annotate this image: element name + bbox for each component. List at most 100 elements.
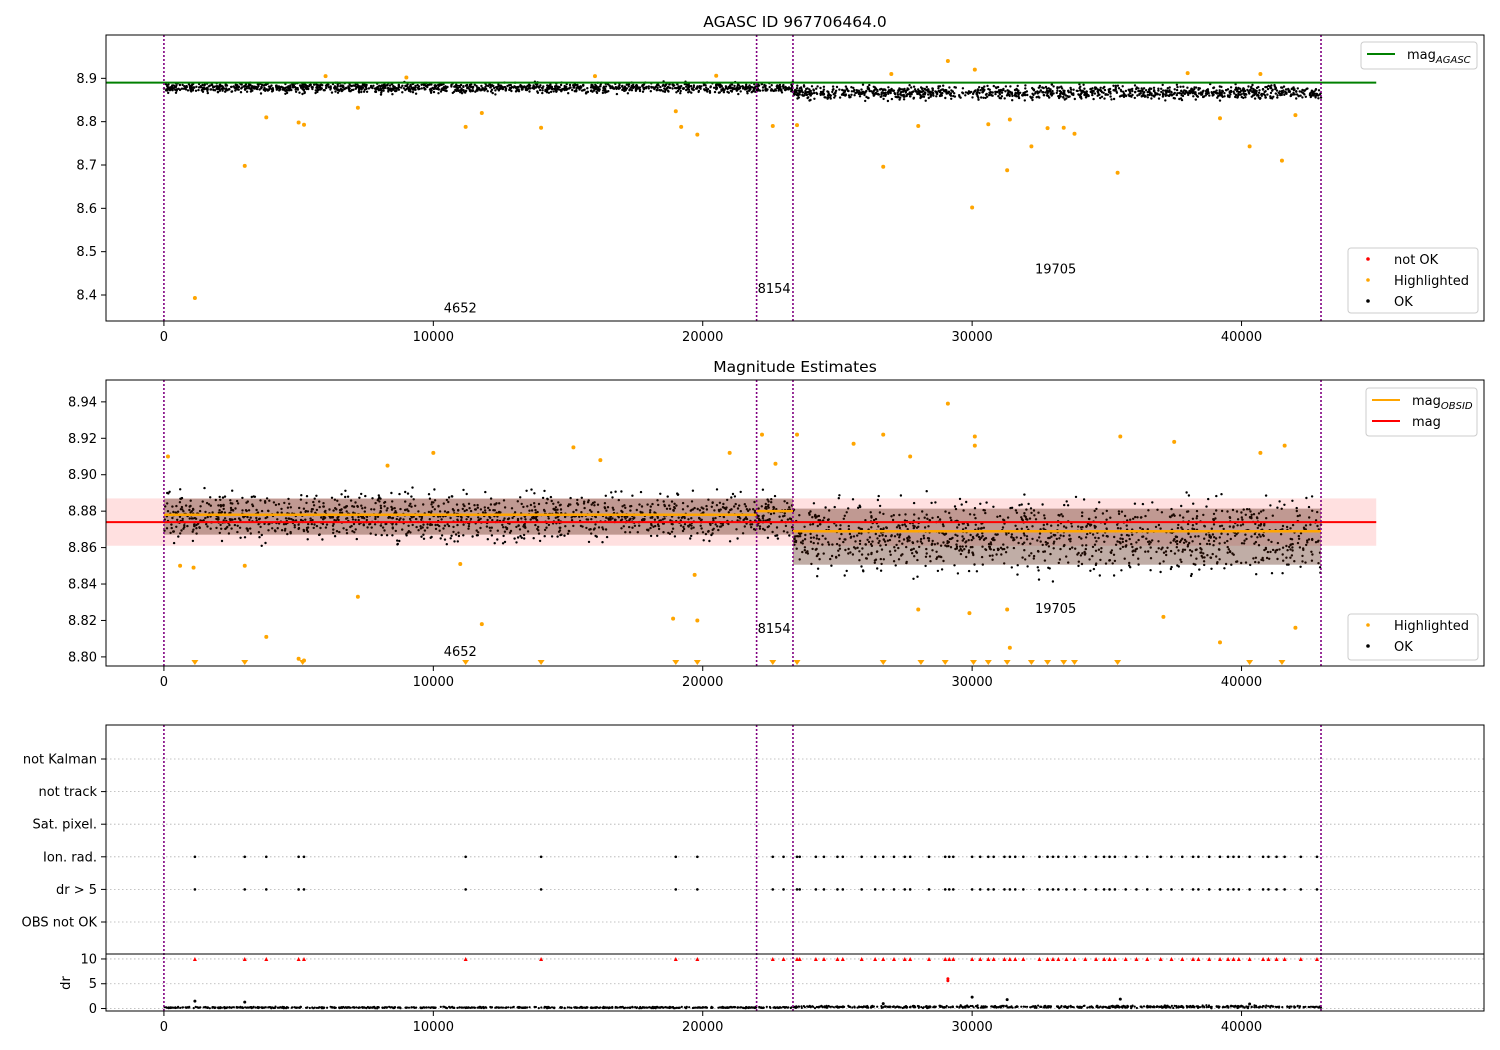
ok-point: [225, 87, 228, 90]
ok-point: [456, 540, 459, 543]
ok-point: [437, 88, 441, 91]
ok-point: [764, 86, 767, 89]
ok-point: [464, 89, 468, 93]
ok-point: [769, 89, 773, 92]
ok-point: [1295, 93, 1299, 96]
ok-point: [510, 89, 513, 93]
ok-point: [325, 84, 328, 88]
ok-point: [311, 87, 314, 91]
ok-point: [603, 506, 606, 509]
ok-point: [357, 86, 360, 90]
ok-point: [1117, 87, 1121, 90]
ok-point: [1069, 88, 1073, 91]
ok-point: [1157, 87, 1160, 90]
ok-point: [752, 508, 755, 511]
ok-point: [528, 509, 531, 512]
ok-point: [206, 525, 209, 528]
ok-point: [1045, 87, 1049, 91]
ok-point: [333, 87, 337, 91]
ok-point: [391, 534, 394, 537]
ok-point: [566, 532, 570, 535]
ok-point: [715, 504, 719, 507]
ok-point: [441, 87, 445, 91]
ok-point: [753, 86, 757, 90]
ok-point: [473, 508, 477, 511]
ok-point: [445, 543, 448, 546]
ok-point: [909, 95, 912, 98]
ok-point: [1283, 93, 1286, 97]
highlighted-point: [972, 67, 977, 72]
ok-point: [745, 508, 749, 511]
ok-point: [737, 92, 740, 96]
ok-point: [665, 88, 668, 91]
ok-point: [518, 528, 522, 531]
ok-point: [889, 91, 892, 95]
ok-point: [380, 533, 383, 537]
ok-point: [175, 89, 178, 93]
ok-point: [1052, 92, 1055, 95]
ok-point: [786, 501, 789, 505]
ok-point: [803, 94, 806, 97]
ok-point: [757, 507, 760, 510]
ok-point: [1158, 93, 1162, 96]
ok-point: [451, 495, 454, 498]
ok-point: [1272, 95, 1275, 99]
ok-point: [301, 92, 304, 96]
highlighted-point: [714, 73, 719, 78]
ok-point: [1194, 93, 1198, 96]
ok-point: [428, 518, 431, 521]
ok-point: [769, 512, 773, 516]
ok-point: [553, 85, 557, 88]
ok-point: [485, 87, 488, 91]
ok-point: [696, 86, 699, 89]
ok-point: [224, 90, 227, 93]
ok-point: [351, 518, 355, 521]
ok-point: [286, 532, 289, 536]
ok-point: [1220, 92, 1223, 96]
ok-point: [272, 501, 276, 504]
ok-point: [411, 88, 414, 91]
ok-point: [887, 92, 890, 96]
ok-point: [191, 539, 195, 543]
ok-point: [467, 87, 470, 90]
ok-point: [556, 85, 559, 88]
ok-point: [188, 508, 191, 512]
ok-point: [1083, 93, 1086, 97]
ok-point: [471, 535, 474, 538]
highlighted-point: [404, 75, 409, 80]
ok-point: [1112, 89, 1115, 92]
ok-point: [949, 94, 953, 98]
ok-point: [604, 91, 607, 94]
ok-point: [899, 93, 902, 96]
ok-point: [1050, 83, 1054, 86]
ok-point: [1244, 96, 1247, 99]
ok-point: [502, 534, 505, 538]
ok-point: [631, 526, 634, 529]
ok-point: [232, 85, 235, 88]
ok-point: [726, 498, 729, 502]
ok-point: [1050, 91, 1054, 95]
ok-point: [774, 534, 777, 537]
ok-point: [204, 510, 207, 514]
ok-point: [965, 500, 968, 504]
ok-point: [484, 490, 487, 494]
ok-point: [614, 490, 617, 493]
ok-point: [427, 493, 431, 496]
ok-point: [285, 91, 289, 95]
ok-point: [964, 91, 968, 94]
ok-point: [1092, 97, 1095, 101]
ok-point: [593, 87, 596, 90]
ok-point: [350, 88, 354, 92]
ok-point: [760, 505, 763, 508]
ok-point: [663, 90, 667, 94]
ok-point: [189, 499, 192, 502]
ok-point: [360, 90, 363, 94]
ok-point: [730, 496, 733, 499]
ok-point: [1121, 94, 1125, 97]
ok-point: [650, 85, 653, 89]
ok-point: [419, 525, 422, 528]
ok-point: [1276, 94, 1279, 97]
ok-point: [692, 84, 696, 87]
ok-point: [626, 92, 630, 95]
ok-point: [1024, 91, 1027, 94]
